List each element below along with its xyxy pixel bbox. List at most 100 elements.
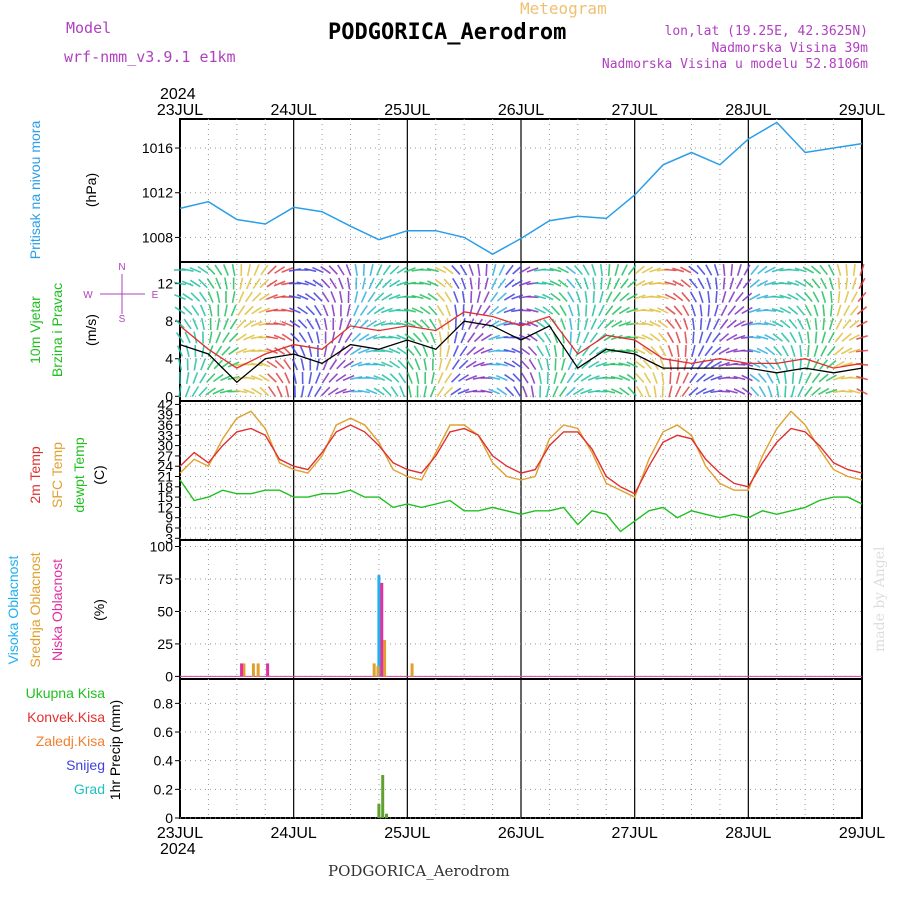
wind-barb — [683, 318, 689, 330]
wind-barb — [205, 373, 216, 383]
compass-north: N — [118, 262, 125, 273]
wind-barb — [185, 371, 190, 385]
wind-barb — [435, 279, 446, 288]
wind-barb — [790, 345, 796, 357]
wind-barb — [265, 335, 278, 340]
wind-barb — [489, 305, 500, 316]
wind-barb — [633, 322, 646, 326]
wind-barb — [657, 319, 669, 329]
wind-barb — [496, 374, 508, 382]
wind-barb — [296, 293, 309, 301]
wind-barb — [665, 318, 675, 330]
dewpoint-axis-label: dewpt Temp — [71, 437, 87, 512]
wind-barb — [829, 304, 833, 317]
wind-barb — [856, 320, 868, 328]
wind-barb — [856, 306, 868, 315]
wind-barb — [707, 290, 711, 304]
wind-barb — [250, 362, 263, 367]
wind-axis-label-2: Brzina i Pravac — [49, 283, 65, 377]
wind-barb — [274, 347, 286, 355]
wind-barb — [438, 331, 443, 344]
wind-barb — [699, 304, 703, 317]
wind-barb — [828, 318, 834, 330]
wind-barb — [496, 292, 507, 302]
wind-barb — [443, 386, 454, 397]
wind-barb — [191, 305, 200, 316]
wind-barb — [725, 389, 738, 394]
wind-barb — [764, 321, 777, 327]
wind-barb — [558, 291, 568, 303]
wind-barb — [626, 293, 638, 301]
wind-barb — [574, 277, 583, 290]
wind-barb — [812, 358, 820, 371]
wind-barb — [779, 294, 792, 300]
wind-barb — [774, 358, 782, 371]
wind-barb — [314, 386, 322, 397]
wind-barb — [748, 361, 761, 368]
precip-tick-label: 0.4 — [154, 753, 174, 769]
wind-barb — [297, 306, 309, 315]
wind-barb — [772, 333, 783, 342]
wind-barb — [741, 387, 753, 396]
wind-barb — [389, 279, 401, 288]
wind-barb — [436, 304, 445, 317]
wind-barb — [741, 321, 754, 327]
wind-barb — [545, 385, 550, 398]
wind-barb — [689, 372, 698, 384]
wind-barb — [635, 373, 645, 383]
cloud-bar — [256, 663, 260, 677]
wind-barb — [235, 347, 248, 355]
wind-barb — [776, 385, 780, 398]
wind-barb — [469, 304, 474, 317]
wind-barb — [323, 344, 328, 358]
wind-barb — [314, 372, 321, 384]
wind-barb — [664, 281, 677, 286]
wind-barb — [850, 291, 858, 303]
wind-barb — [813, 304, 819, 317]
wind-barb — [389, 373, 400, 383]
temp-tick-label: 27 — [157, 448, 173, 464]
wind-barb — [825, 388, 838, 395]
wind-barb — [821, 331, 827, 344]
wind-barb — [781, 345, 790, 357]
wind-barb — [452, 277, 460, 290]
wind-barb — [619, 387, 630, 396]
wind-barb — [528, 358, 537, 371]
wind-barb — [184, 331, 191, 344]
wind-barb — [260, 264, 269, 276]
wind-barb — [553, 344, 558, 358]
wind-barb — [851, 277, 857, 290]
wind-barb — [520, 372, 529, 384]
wind-barb — [814, 331, 818, 344]
wind-barb — [518, 280, 531, 287]
wind-barb — [205, 387, 216, 396]
wind-barb — [610, 388, 623, 395]
wind-barb — [338, 277, 344, 290]
top-date-label: 28JUL — [725, 102, 771, 119]
wind-barb — [765, 359, 775, 370]
wind-barb — [215, 277, 222, 290]
wind-barb — [503, 348, 516, 354]
wind-axis-label-1: 10m Vjetar — [27, 296, 43, 364]
wind-barb — [452, 345, 460, 357]
wind-barb — [836, 264, 842, 276]
pressure-tick-label: 1008 — [142, 229, 173, 245]
wind-barb — [592, 290, 595, 304]
temp-tick-label: 18 — [157, 479, 173, 495]
wind-barb — [849, 305, 859, 316]
wind-barb — [274, 359, 285, 370]
wind-barb — [664, 268, 677, 272]
pressure-tick-label: 1012 — [142, 185, 173, 201]
wind-barb — [258, 307, 271, 314]
wind-barb — [783, 371, 787, 385]
wind-barb — [396, 321, 409, 327]
wind-barb — [634, 265, 645, 275]
wind-barb — [467, 332, 476, 343]
wind-barb — [837, 290, 841, 304]
temp-tick-label: 3 — [165, 530, 173, 546]
wind-barb — [224, 277, 228, 290]
wind-barb — [321, 372, 330, 384]
wind-barb — [534, 319, 546, 329]
wind-barb — [787, 280, 800, 287]
wind-barb — [704, 345, 714, 357]
